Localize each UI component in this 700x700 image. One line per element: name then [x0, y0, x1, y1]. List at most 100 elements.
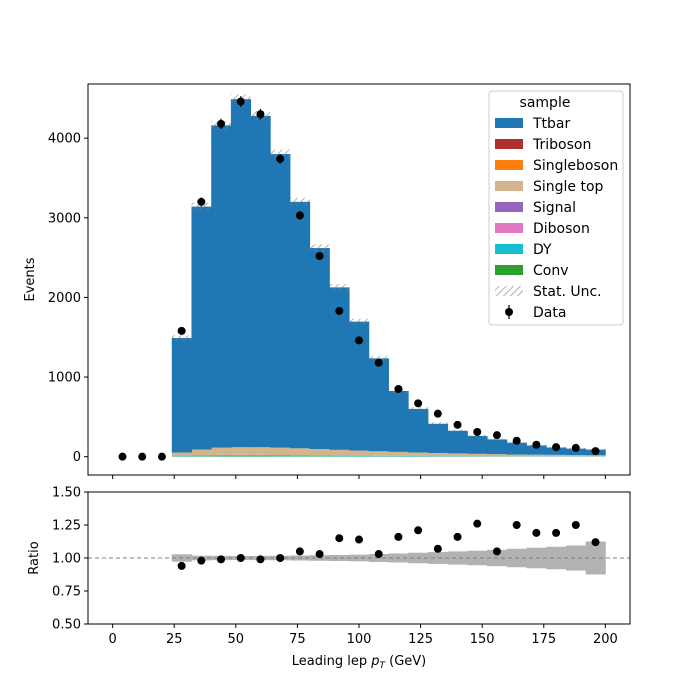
data-point [591, 447, 600, 456]
stack-bar [171, 338, 192, 453]
legend-swatch [495, 265, 523, 275]
stack-bar [349, 321, 370, 451]
data-point [315, 252, 324, 261]
data-point [295, 211, 304, 220]
stack-bar [349, 450, 370, 456]
ratio-point [335, 534, 344, 543]
ratio-unc-band [329, 554, 350, 562]
stack-bar [230, 456, 251, 457]
y-axis-label: Events [23, 257, 38, 301]
legend-label: Diboson [533, 221, 590, 237]
stack-bar [506, 442, 527, 455]
stack-bar [191, 206, 212, 450]
y-tick-label: 3000 [48, 211, 81, 226]
stack-bar [171, 455, 192, 457]
legend-label: Singleboson [533, 158, 618, 174]
ratio-point [492, 547, 501, 556]
stack-bar [427, 453, 449, 457]
stack-bar [329, 455, 350, 457]
legend-data-marker [505, 308, 513, 316]
x-axis-label: Leading lep pT (GeV) [292, 654, 426, 671]
stack-bar [565, 455, 587, 457]
stack-bar [230, 99, 251, 448]
stack-bar [250, 455, 271, 457]
stack-bar [546, 447, 567, 455]
stack-bar [349, 455, 370, 457]
stack-bar [467, 435, 488, 454]
x-tick-label: 125 [408, 632, 433, 647]
data-point [197, 197, 206, 206]
stack-bar [191, 455, 212, 457]
ratio-point [295, 547, 304, 556]
stat-unc-band [408, 407, 428, 411]
data-point [552, 443, 561, 452]
stat-unc-band [329, 284, 350, 291]
legend-swatch [495, 160, 523, 170]
stack-bar [250, 115, 271, 448]
stack-bar [329, 287, 350, 450]
data-point [256, 110, 265, 119]
ratio-point [276, 554, 285, 562]
stack-bar [467, 453, 488, 457]
stat-unc-band [427, 422, 448, 426]
y-tick-label: 2000 [48, 291, 81, 306]
legend-swatch [495, 181, 523, 191]
stack-bar [250, 447, 271, 455]
stack-bar [230, 447, 251, 455]
ratio-point [394, 532, 403, 541]
data-point [276, 154, 285, 163]
data-point [433, 409, 442, 418]
stack-bar [250, 456, 271, 457]
ratio-point [355, 535, 363, 544]
legend-label: Single top [533, 179, 604, 195]
legend-label: Data [533, 305, 566, 321]
x-tick-label: 75 [289, 632, 306, 647]
stack-bar [526, 445, 547, 455]
stack-bar [211, 456, 232, 457]
data-point [217, 119, 226, 128]
stack-bar [447, 430, 468, 454]
data-point [492, 431, 501, 440]
ratio-point [532, 528, 541, 537]
data-point [414, 399, 423, 408]
legend-label: Triboson [532, 137, 591, 153]
ratio-point [433, 544, 442, 553]
stack-bar [191, 449, 212, 456]
data-point [177, 326, 186, 335]
data-point [453, 420, 462, 429]
data-point [374, 358, 383, 367]
stack-bar [506, 454, 527, 457]
legend-label: DY [533, 242, 552, 258]
y-tick-label: 1000 [48, 371, 81, 386]
ratio-point [453, 532, 462, 541]
ratio-unc-band [565, 545, 587, 571]
stack-bar [526, 454, 547, 457]
ratio-unc-band [467, 550, 488, 566]
x-tick-label: 100 [347, 632, 372, 647]
legend-label: Signal [533, 200, 576, 216]
ratio-y-tick-label: 1.25 [52, 519, 81, 534]
main-plot-area: 0 1000 2000 3000 4000 Events [23, 83, 631, 479]
legend-label: Stat. Unc. [533, 284, 602, 300]
data-point [157, 452, 166, 461]
stack-bar [270, 154, 291, 448]
stat-unc-band [191, 202, 212, 211]
legend-label: Ttbar [532, 116, 571, 132]
ratio-point [512, 521, 521, 529]
stack-bar [368, 358, 389, 452]
ratio-unc-band [546, 546, 567, 570]
stat-unc-band [290, 197, 310, 206]
stack-bar [309, 449, 330, 456]
ratio-point [236, 554, 245, 562]
ratio-point [374, 550, 383, 559]
stat-unc-band [171, 335, 192, 341]
ratio-y-tick-label: 1.00 [52, 552, 81, 567]
ratio-point [552, 528, 561, 537]
data-point [512, 436, 521, 445]
ratio-point [217, 555, 226, 564]
data-point [138, 452, 147, 461]
stat-unc-band [447, 429, 468, 433]
stack-bar [388, 390, 409, 452]
stack-bar [290, 201, 311, 449]
ratio-y-axis-label: Ratio [27, 541, 42, 574]
